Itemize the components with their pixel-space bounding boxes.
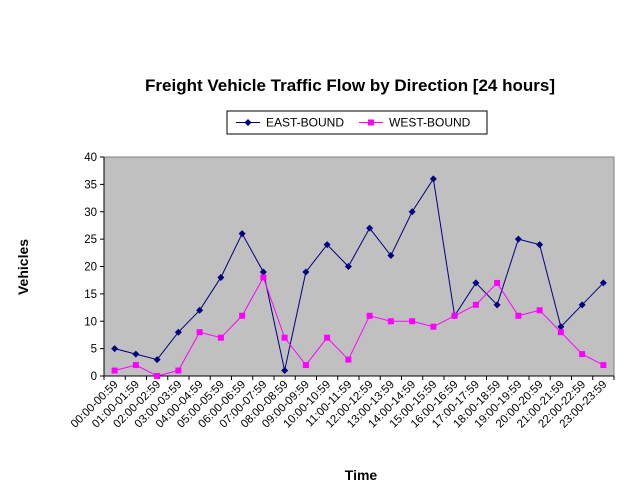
y-tick-label: 35: [84, 179, 97, 191]
plot-area: [103, 156, 615, 377]
y-tick-label: 0: [91, 371, 97, 383]
y-tick-label: 30: [84, 207, 97, 219]
point-marker: [132, 350, 140, 358]
point-marker: [175, 367, 182, 374]
point-marker: [302, 362, 309, 369]
series-layer: [111, 175, 607, 379]
point-marker: [368, 119, 374, 126]
legend: EAST-BOUND WEST-BOUND: [226, 110, 488, 135]
legend-item: WEST-BOUND: [359, 116, 471, 130]
point-marker: [345, 356, 352, 363]
point-marker: [196, 306, 204, 314]
point-marker: [153, 356, 161, 364]
point-marker: [472, 279, 480, 287]
y-tick-label: 25: [84, 234, 97, 246]
point-marker: [281, 367, 289, 375]
point-marker: [494, 279, 501, 286]
point-marker: [515, 312, 522, 319]
y-axis-title: Vehicles: [15, 239, 31, 295]
point-marker: [578, 301, 586, 309]
point-marker: [196, 329, 203, 336]
point-marker: [217, 273, 225, 281]
y-tick-label: 15: [84, 289, 97, 301]
point-marker: [430, 323, 437, 330]
y-tick-label: 5: [91, 344, 97, 356]
y-axis: 0 5 10 15 20 25 30 35 40: [84, 152, 105, 383]
chart-title: Freight Vehicle Traffic Flow by Directio…: [145, 76, 555, 95]
x-axis: 00:00-00:5901:00-01:5902:00-02:5903:00-0…: [69, 375, 615, 431]
point-marker: [238, 230, 246, 238]
point-marker: [536, 241, 544, 249]
point-marker: [409, 318, 416, 325]
point-marker: [366, 312, 373, 319]
series-line: [114, 276, 604, 377]
point-marker: [217, 334, 224, 341]
series-west-bound: [111, 274, 607, 379]
x-axis-title: Time: [345, 467, 378, 483]
point-marker: [557, 329, 564, 336]
point-marker: [514, 235, 522, 243]
y-tick-label: 20: [84, 262, 97, 274]
point-marker: [281, 334, 288, 341]
legend-label: WEST-BOUND: [389, 116, 471, 130]
point-marker: [259, 268, 267, 276]
series-east-bound: [111, 175, 607, 375]
point-marker: [344, 263, 352, 270]
point-marker: [302, 268, 310, 276]
point-marker: [408, 208, 416, 216]
legend-label: EAST-BOUND: [266, 116, 344, 130]
point-marker: [366, 224, 374, 232]
point-marker: [111, 345, 119, 353]
point-marker: [579, 351, 586, 358]
point-marker: [132, 362, 139, 369]
point-marker: [111, 367, 118, 374]
point-marker: [429, 175, 437, 183]
legend-item: EAST-BOUND: [236, 116, 344, 130]
point-marker: [472, 301, 479, 308]
point-marker: [493, 301, 501, 309]
series-line: [114, 177, 604, 371]
y-tick-label: 10: [84, 316, 97, 328]
point-marker: [599, 279, 607, 287]
y-tick-label: 40: [84, 152, 97, 164]
point-marker: [387, 318, 394, 325]
point-marker: [387, 252, 395, 260]
point-marker: [174, 328, 182, 336]
point-marker: [244, 119, 252, 126]
point-marker: [536, 307, 543, 314]
point-marker: [323, 241, 331, 249]
point-marker: [239, 312, 246, 319]
point-marker: [260, 274, 267, 281]
point-marker: [557, 323, 565, 331]
point-marker: [451, 312, 458, 319]
point-marker: [600, 362, 607, 369]
legend-box: [226, 110, 488, 135]
point-marker: [154, 373, 161, 379]
point-marker: [324, 334, 331, 341]
